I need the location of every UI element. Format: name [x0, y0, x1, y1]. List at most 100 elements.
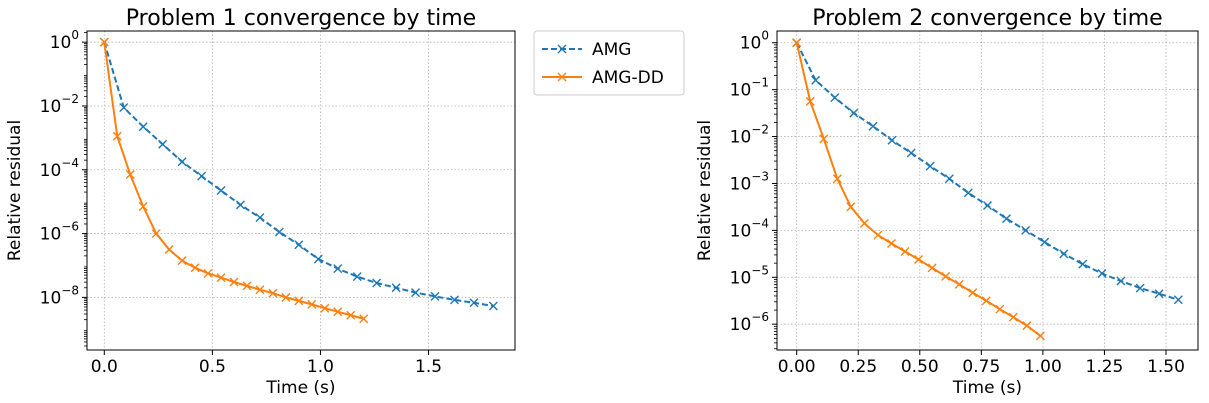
x-tick-label: 1.00: [1024, 357, 1062, 377]
data-point: [151, 229, 161, 239]
data-point: [320, 303, 330, 313]
data-point: [819, 134, 829, 144]
y-tick-label: 10−4: [40, 156, 79, 181]
legend: AMG AMG-DD: [533, 30, 685, 96]
data-point: [968, 288, 978, 298]
data-point: [346, 310, 356, 320]
y-tick-label: 10−8: [40, 283, 79, 308]
x-tick-label: 0.5: [199, 357, 226, 377]
y-axis-label: Relative residual: [695, 120, 715, 261]
data-point: [216, 186, 226, 195]
data-point: [138, 122, 148, 132]
data-point: [469, 298, 479, 308]
data-point: [792, 38, 802, 48]
data-point: [995, 304, 1005, 314]
data-point: [430, 291, 440, 301]
legend-marker: [557, 72, 567, 82]
chart-title: Problem 2 convergence by time: [812, 6, 1162, 31]
data-point: [886, 239, 896, 249]
plot-problem-1: 0.0 0.5 1.0 1.5 100 10−2 10−4 10−6 10−8 Problem 1…: [5, 6, 516, 398]
data-point: [333, 264, 343, 274]
grid: [777, 31, 1198, 350]
data-point: [99, 37, 109, 47]
data-point: [372, 278, 382, 288]
legend-label: AMG-DD: [592, 68, 664, 88]
data-point: [177, 256, 187, 266]
y-tick-label: 10−4: [730, 216, 769, 241]
data-point: [391, 283, 401, 293]
data-point: [1022, 321, 1032, 331]
x-tick-label: 0.25: [839, 357, 877, 377]
data-point: [859, 218, 869, 228]
x-tick-label: 1.25: [1086, 357, 1124, 377]
axes-frame: [776, 30, 1199, 351]
series-amg: [99, 37, 498, 311]
x-tick-label: 1.0: [307, 357, 334, 377]
y-tick-label: 10−1: [730, 76, 769, 101]
data-point: [1154, 289, 1164, 299]
data-point: [811, 75, 821, 85]
data-point: [488, 301, 498, 311]
data-point: [242, 281, 252, 291]
series-line: [103, 41, 494, 307]
data-point: [307, 299, 317, 309]
data-point: [177, 157, 187, 167]
data-point: [158, 139, 168, 149]
data-point: [925, 161, 935, 171]
data-point: [112, 131, 122, 141]
data-point: [954, 279, 964, 289]
data-point: [411, 288, 421, 298]
data-point: [963, 188, 973, 198]
data-point: [333, 307, 343, 317]
data-point: [846, 202, 856, 212]
data-point: [927, 263, 937, 273]
series-amg: [792, 38, 1183, 305]
x-axis-label: Time (s): [265, 378, 335, 398]
series-line: [795, 42, 1179, 301]
data-point: [294, 240, 304, 250]
x-tick-label: 0.50: [901, 357, 939, 377]
legend-box: [533, 30, 685, 96]
data-point: [268, 288, 278, 298]
data-point: [352, 272, 362, 282]
data-point: [203, 268, 213, 278]
data-point: [1021, 225, 1031, 235]
data-point: [1040, 237, 1050, 247]
data-point: [313, 254, 323, 264]
y-tick-label: 10−2: [40, 92, 79, 117]
x-tick-label: 1.50: [1147, 357, 1185, 377]
data-point: [944, 174, 954, 184]
y-tick-label: 10−2: [730, 123, 769, 148]
data-point: [281, 292, 291, 302]
data-point: [125, 170, 135, 180]
series-line: [795, 42, 1042, 337]
y-axis-label: Relative residual: [5, 120, 25, 261]
series-line: [103, 42, 364, 320]
data-point: [1173, 295, 1183, 305]
data-point: [1008, 312, 1018, 322]
data-point: [1097, 269, 1107, 279]
data-point: [830, 93, 840, 103]
series-amg-dd: [99, 37, 369, 324]
data-point: [832, 174, 842, 184]
legend-label: AMG: [592, 40, 631, 60]
y-tick-label: 100: [740, 29, 769, 54]
data-point: [1135, 283, 1145, 293]
data-point: [887, 135, 897, 145]
x-tick-label: 0.75: [962, 357, 1000, 377]
data-point: [1078, 259, 1088, 269]
data-point: [119, 103, 129, 113]
data-point: [235, 200, 245, 210]
data-point: [190, 263, 200, 273]
data-point: [216, 273, 226, 283]
y-tick-label: 10−5: [730, 263, 769, 288]
x-tick-label: 0.00: [778, 357, 816, 377]
x-tick-label: 1.5: [415, 357, 442, 377]
legend-entry-amg: AMG: [542, 40, 631, 60]
data-point: [197, 171, 207, 181]
y-tick-label: 10−6: [730, 310, 769, 335]
data-point: [906, 148, 916, 158]
x-axis-label: Time (s): [952, 378, 1022, 398]
data-point: [900, 246, 910, 256]
grid: [87, 31, 515, 350]
